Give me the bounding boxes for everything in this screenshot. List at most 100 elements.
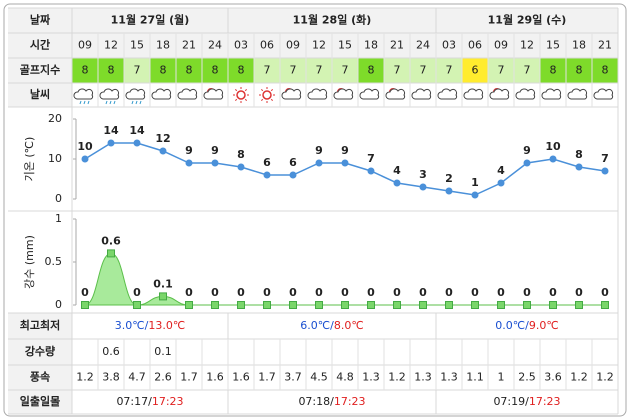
time-label: 18 [156,39,170,52]
wind-speed: 1.7 [180,371,198,384]
rain-point [471,301,479,309]
data-label: 10 [545,140,561,153]
golf-cell [332,58,358,83]
golf-index: 8 [238,64,245,77]
time-label: 18 [572,39,586,52]
sun-icon [262,90,272,100]
sunset: 17:23 [334,395,366,408]
wind-speed: 1.6 [232,371,250,384]
golf-cell [488,58,514,83]
date-label: 11월 29일 (수) [488,13,567,27]
rain-point [107,249,115,258]
cloud-icon [177,88,198,100]
min-temp: 0.0℃/ [495,319,529,332]
data-label: 9 [341,144,349,157]
data-label: 6 [263,156,271,169]
sunrise: 07:19/ [493,395,529,408]
rain-point [549,301,557,309]
golf-cell [98,58,124,83]
data-label: 0 [471,286,479,299]
golf-cell [228,58,254,83]
rain-point [211,301,219,309]
sunset: 17:23 [529,395,561,408]
sun-time: 07:19/17:23 [493,395,560,408]
temp-point [419,183,427,191]
golf-cell [514,58,540,83]
sun-ray [244,98,248,102]
temp-point [471,191,479,199]
wind-speed: 1.2 [388,371,406,384]
data-label: 12 [155,132,170,145]
temp-point [263,171,271,179]
golf-cell [462,58,488,83]
date-label: 11월 28일 (화) [293,13,372,27]
golf-index: 8 [186,64,193,77]
y-tick-label: 1 [55,212,62,225]
time-label: 15 [130,39,144,52]
rain-point [315,301,323,309]
cloud-icon [307,88,328,100]
rain-icon [105,100,116,105]
data-label: 0.1 [153,277,173,290]
row-label: 날짜 [30,13,51,27]
golf-cell [72,58,98,83]
cloud-icon [411,88,432,100]
rain-icon [131,100,142,105]
golf-index: 8 [160,64,167,77]
temp-point [549,155,557,163]
golf-index: 6 [472,64,479,77]
golf-index: 7 [134,64,141,77]
rain-point [523,301,531,309]
temp-point [159,147,167,155]
rain-amount: 0.6 [102,345,120,358]
cloud-icon [437,88,458,100]
golf-index: 7 [446,64,453,77]
cloud-icon [73,88,94,100]
golf-index: 7 [394,64,401,77]
golf-cell [384,58,410,83]
label-col-bg [8,313,72,414]
rain-point [445,301,453,309]
time-label: 12 [312,39,326,52]
row-label: 풍속 [30,371,50,384]
golf-cell [202,58,228,83]
rain-point [575,301,583,309]
cloud-icon [333,88,354,100]
rain-point [81,301,89,309]
cloud-icon [489,88,510,100]
golf-index: 7 [524,64,531,77]
data-label: 9 [185,144,193,157]
time-label: 06 [468,39,482,52]
golf-cell [254,58,280,83]
data-label: 6 [289,156,297,169]
cloud-icon [359,88,380,100]
sun-icon [236,90,246,100]
golf-cell [410,58,436,83]
data-label: 7 [367,152,375,165]
golf-index: 8 [576,64,583,77]
cloud-icon [125,88,146,100]
wind-speed: 1 [498,371,505,384]
data-label: 10 [77,140,93,153]
golf-index: 8 [602,64,609,77]
y-tick-label: 20 [48,112,62,125]
temp-point [107,139,115,147]
golf-cell [176,58,202,83]
wind-speed: 1.2 [596,371,614,384]
row-label: 날씨 [30,87,50,101]
sun-ray [234,98,238,102]
wind-speed: 4.5 [310,371,328,384]
time-label: 09 [286,39,300,52]
cloud-icon [99,88,120,100]
row-label: 강수량 [25,344,55,358]
y-tick-label: 0 [55,298,62,311]
wind-speed: 3.8 [102,371,120,384]
rain-point [341,301,349,309]
sun-ray [270,88,274,92]
time-label: 03 [234,39,248,52]
max-temp: 9.0℃ [529,319,559,332]
time-label: 15 [546,39,560,52]
data-label: 0 [289,286,297,299]
y-tick-label: 10 [48,152,62,165]
